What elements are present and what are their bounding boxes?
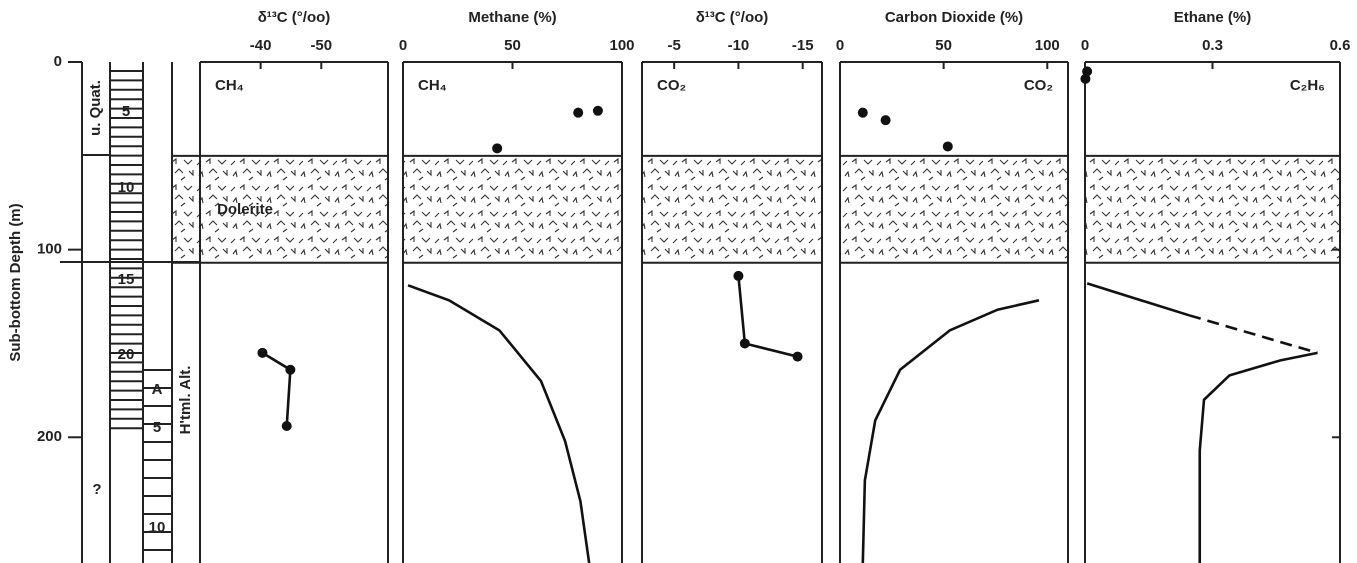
data-point: [857, 107, 868, 118]
data-point: [257, 347, 268, 358]
data-point: [880, 115, 891, 126]
panel-label: CO₂: [657, 77, 686, 94]
x-tick-label: 0.3: [1202, 37, 1223, 54]
core-label: 5: [153, 419, 161, 436]
data-point: [733, 270, 744, 281]
core-label: 10: [149, 519, 166, 536]
dolerite-band: [403, 155, 622, 263]
x-tick-label: 100: [609, 37, 634, 54]
dolerite-band: [200, 155, 388, 263]
panel-title: Carbon Dioxide (%): [885, 9, 1023, 26]
x-tick-label: 0: [1081, 37, 1089, 54]
core-label: 5: [122, 103, 130, 120]
panel-label: CH₄: [215, 77, 244, 94]
data-point: [1080, 73, 1091, 84]
core-label: 15: [118, 271, 135, 288]
data-point: [285, 364, 296, 375]
data-line: [1188, 314, 1318, 355]
data-line: [1198, 351, 1318, 563]
panel-label: CH₄: [418, 77, 447, 94]
unit-label: u. Quat.: [87, 80, 104, 136]
data-point: [1082, 66, 1093, 77]
data-point: [942, 141, 953, 152]
data-point: [281, 421, 292, 432]
band-label: Dolerite: [217, 201, 273, 218]
data-point: [739, 338, 750, 349]
y-tick-label: 200: [37, 428, 62, 445]
unknown-label: ?: [92, 481, 101, 498]
y-tick-label: 100: [37, 241, 62, 258]
core-label: A: [152, 381, 163, 398]
unit-label: H'tml. Alt.: [177, 366, 194, 435]
data-point: [592, 105, 603, 116]
x-tick-label: 0.6: [1330, 37, 1351, 54]
data-line: [1086, 282, 1190, 317]
y-axis-label: Sub-bottom Depth (m): [7, 203, 24, 361]
data-line: [861, 299, 1040, 563]
panel-title: δ¹³C (°/oo): [696, 9, 769, 26]
y-tick-label: 0: [54, 53, 62, 70]
x-tick-label: 0: [399, 37, 407, 54]
dolerite-band: [1085, 155, 1340, 263]
core-label: 20: [118, 346, 135, 363]
panel-title: δ¹³C (°/oo): [258, 9, 331, 26]
dolerite-band: [172, 155, 200, 263]
panel-label: C₂H₆: [1290, 77, 1325, 94]
panel-title: Methane (%): [468, 9, 556, 26]
x-tick-label: 50: [935, 37, 952, 54]
x-tick-label: -10: [728, 37, 750, 54]
data-point: [573, 107, 584, 118]
data-line: [261, 351, 292, 427]
dolerite-band: [642, 155, 822, 263]
data-point: [792, 351, 803, 362]
data-line: [407, 284, 591, 563]
x-tick-label: -50: [310, 37, 332, 54]
panel-title: Ethane (%): [1174, 9, 1252, 26]
data-point: [492, 143, 503, 154]
x-tick-label: 50: [504, 37, 521, 54]
x-tick-label: 100: [1035, 37, 1060, 54]
x-tick-label: 0: [836, 37, 844, 54]
panel-label: CO₂: [1024, 77, 1053, 94]
x-tick-label: -15: [792, 37, 814, 54]
x-tick-label: -40: [250, 37, 272, 54]
dolerite-band: [840, 155, 1068, 263]
x-tick-label: -5: [667, 37, 680, 54]
